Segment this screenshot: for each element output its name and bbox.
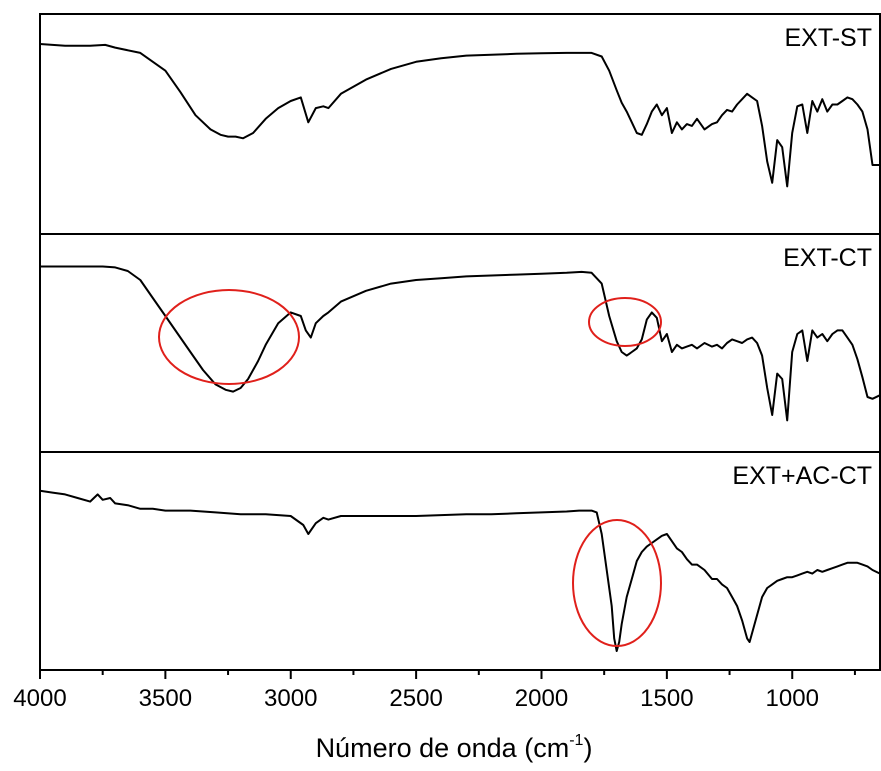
panels-group: EXT-ST EXT-CT EXT+AC-CT: [39, 13, 881, 671]
x-axis: 4000 3500 3000 2500 2000 1500 1000: [13, 670, 856, 712]
x-tick-label: 3500: [139, 685, 192, 712]
x-tick-label: 2000: [515, 685, 568, 712]
x-tick-label: 1500: [640, 685, 693, 712]
spectrum-line: [39, 43, 880, 188]
x-tick-label: 4000: [13, 685, 66, 712]
panel-frame: [39, 13, 881, 235]
x-tick-label: 2500: [389, 685, 442, 712]
panel-frame: [39, 233, 881, 453]
annotation-ellipse-oh-band: [158, 289, 300, 385]
x-tick-label: 3000: [264, 685, 317, 712]
spectrum-line: [39, 489, 881, 652]
series-label: EXT-CT: [783, 244, 872, 272]
panel-3: EXT+AC-CT: [39, 451, 881, 671]
panel-2: EXT-CT: [39, 233, 881, 453]
series-label: EXT+AC-CT: [732, 462, 872, 490]
panel-1: EXT-ST: [39, 13, 881, 235]
spectrum-line: [40, 265, 881, 422]
series-label: EXT-ST: [784, 24, 872, 52]
annotations-group: [158, 289, 662, 647]
x-axis-title: Número de onda (cm-1): [316, 732, 593, 763]
x-tick-label: 1000: [766, 685, 819, 712]
panel-frame: [39, 451, 881, 671]
annotation-ellipse-ext-ac-ct-carbonyl: [572, 519, 662, 647]
annotation-ellipse-ext-ct-carbonyl: [588, 297, 662, 347]
